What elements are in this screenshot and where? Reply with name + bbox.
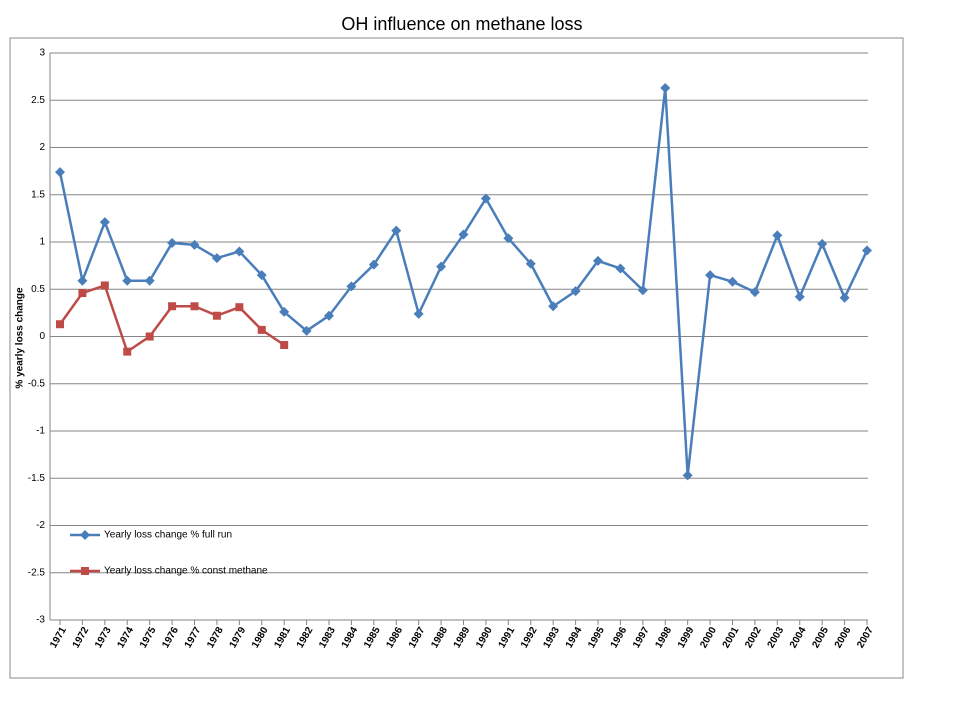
marker [817,238,828,249]
marker [480,193,491,204]
y-tick-label: -0.5 [28,378,46,389]
legend-label: Yearly loss change % const methane [104,566,268,577]
marker [56,320,64,329]
y-tick-label: 2.5 [31,95,45,106]
marker [324,310,334,321]
marker [301,325,312,336]
marker [839,292,850,303]
marker [637,285,648,296]
chart-title: OH influence on methane loss [341,14,582,34]
marker [211,253,222,264]
legend-marker [80,530,90,540]
y-axis-label: % yearly loss change [15,287,26,389]
marker [77,275,88,286]
marker [100,281,109,290]
marker [862,245,872,256]
marker [458,229,469,240]
marker [593,255,603,266]
marker [212,311,221,320]
marker [189,239,200,250]
y-tick-label: -1.5 [28,473,46,484]
marker [794,291,805,302]
marker [256,270,267,281]
marker [167,237,178,248]
marker [145,332,154,341]
y-tick-label: -2 [36,520,45,531]
marker [391,225,402,236]
y-tick-label: 1 [39,237,45,248]
marker [615,263,626,274]
marker [190,302,199,311]
marker [682,470,693,481]
y-tick-label: -2.5 [28,567,46,578]
marker [257,325,266,334]
marker [279,306,290,317]
marker [660,82,671,93]
marker [99,217,110,228]
marker [346,281,357,292]
marker [123,347,132,356]
chart-frame [9,37,904,679]
marker [234,246,245,257]
marker [413,308,424,319]
marker [749,287,760,298]
y-tick-label: 0 [39,331,45,342]
marker [436,261,447,272]
marker [570,286,581,297]
marker [144,275,155,286]
marker [548,301,559,312]
marker [503,233,514,244]
marker [235,303,244,312]
legend-marker [81,567,89,575]
y-tick-label: 1.5 [31,189,45,200]
y-tick-label: 0.5 [31,284,45,295]
marker [280,341,289,350]
marker [705,270,716,281]
marker [168,302,177,311]
y-tick-label: 2 [39,142,45,153]
marker [78,289,87,298]
y-tick-label: 3 [39,48,45,59]
y-tick-label: -1 [36,426,45,437]
legend-label: Yearly loss change % full run [104,530,232,541]
marker [525,258,536,269]
marker [122,275,133,286]
y-tick-label: -3 [36,615,45,626]
marker [727,276,738,287]
marker [772,230,783,241]
marker [55,167,65,178]
marker [368,259,379,270]
